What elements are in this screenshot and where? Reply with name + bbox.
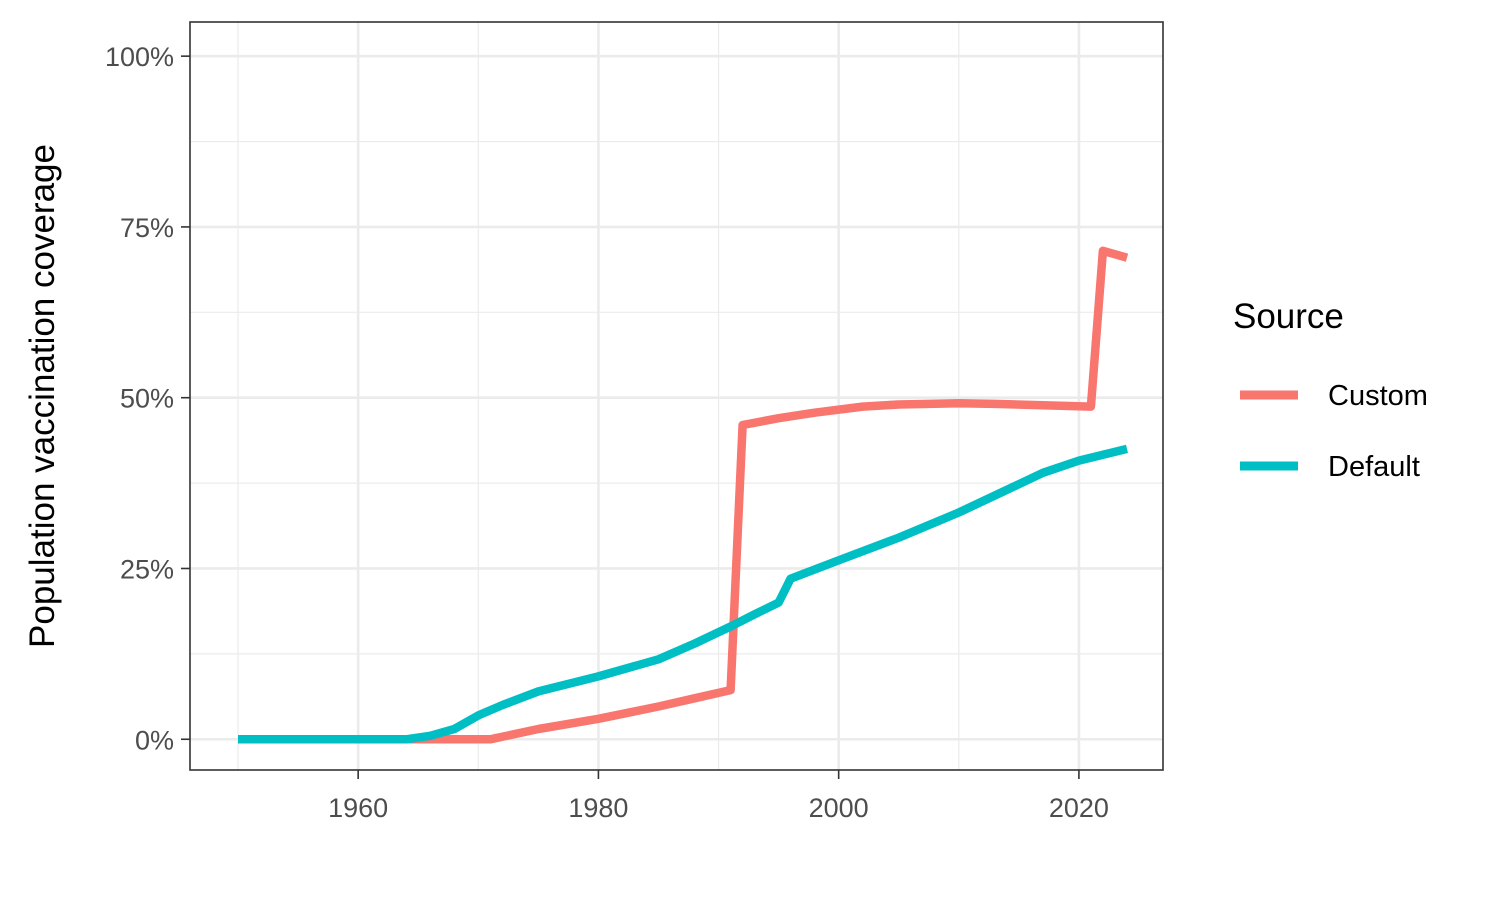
series-line-custom: [238, 246, 1129, 744]
legend-label-default: Default: [1328, 451, 1420, 483]
x-axis: 1960 1980 2000 2020: [328, 770, 1109, 823]
y-tick-label: 100%: [105, 42, 174, 72]
x-tick-label: 1980: [568, 793, 628, 823]
series-lines: [238, 246, 1129, 744]
x-tick-label: 2020: [1049, 793, 1109, 823]
legend: Source Custom Default: [1233, 297, 1428, 483]
plot-border: [189, 21, 1164, 771]
plot-background: [190, 22, 1163, 770]
y-axis-title: Population vaccination coverage: [23, 144, 62, 648]
legend-title: Source: [1233, 297, 1344, 336]
major-gridlines: [190, 22, 1163, 770]
y-tick-label: 75%: [120, 213, 174, 243]
y-tick-label: 0%: [135, 725, 174, 755]
y-axis: 0% 25% 50% 75% 100%: [105, 42, 190, 755]
x-tick-label: 2000: [809, 793, 869, 823]
y-tick-label: 25%: [120, 554, 174, 584]
legend-label-custom: Custom: [1328, 380, 1428, 412]
series-line-default: [238, 444, 1129, 744]
y-tick-label: 50%: [120, 384, 174, 414]
x-tick-label: 1960: [328, 793, 388, 823]
